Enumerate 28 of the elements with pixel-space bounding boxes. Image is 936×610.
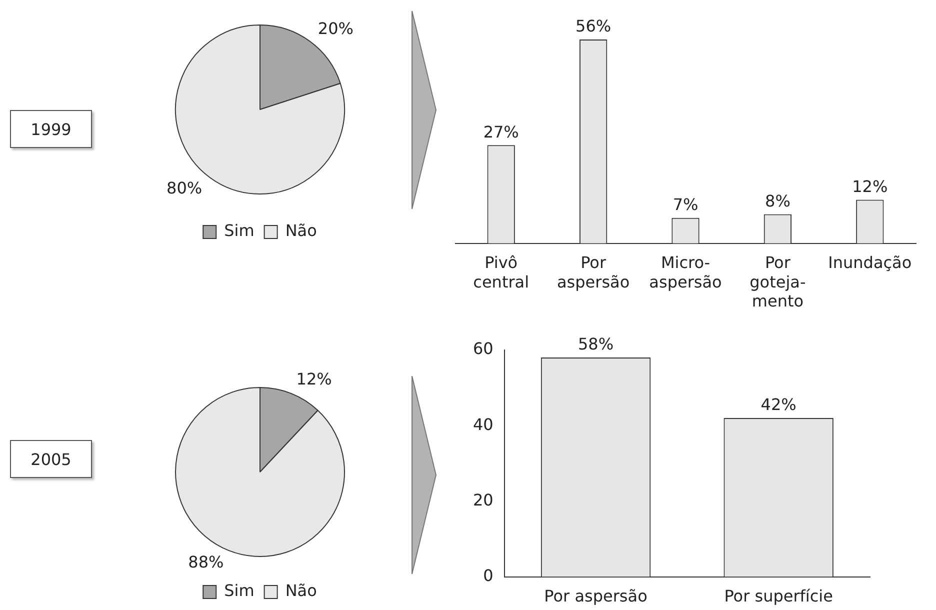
data-label: 12% bbox=[296, 370, 332, 389]
x-tick-label: Por goteja- mento bbox=[750, 253, 806, 311]
y-tick-label: 60 bbox=[473, 339, 494, 358]
data-label: 58% bbox=[578, 334, 614, 354]
data-label: 42% bbox=[760, 395, 796, 414]
y-tick-label: 20 bbox=[473, 490, 494, 510]
data-label: 88% bbox=[188, 552, 224, 572]
y-tick-label: 0 bbox=[483, 566, 494, 585]
x-tick-label: Pivô central bbox=[473, 253, 530, 292]
x-tick-label: Inundação bbox=[828, 253, 912, 272]
data-label: 8% bbox=[765, 191, 790, 210]
x-tick-label: Micro- aspersão bbox=[649, 253, 722, 292]
data-label: 7% bbox=[672, 195, 698, 214]
data-label: 56% bbox=[576, 16, 612, 36]
data-label: 27% bbox=[483, 122, 519, 142]
legend-label: Sim bbox=[224, 581, 254, 600]
legend-label: Não bbox=[285, 581, 317, 600]
y-tick-label: 40 bbox=[473, 414, 494, 434]
text: 2005 bbox=[10, 440, 92, 478]
data-label: 20% bbox=[318, 18, 354, 38]
x-tick-label: Por aspersão bbox=[556, 253, 630, 292]
text: 1999 bbox=[10, 110, 92, 148]
x-tick-label: Por aspersão bbox=[544, 586, 648, 606]
x-tick-label: Por superfície bbox=[724, 586, 833, 606]
data-label: 12% bbox=[852, 176, 888, 196]
legend-label: Sim bbox=[224, 221, 254, 240]
legend-label: Não bbox=[285, 221, 317, 240]
data-label: 80% bbox=[166, 178, 202, 198]
